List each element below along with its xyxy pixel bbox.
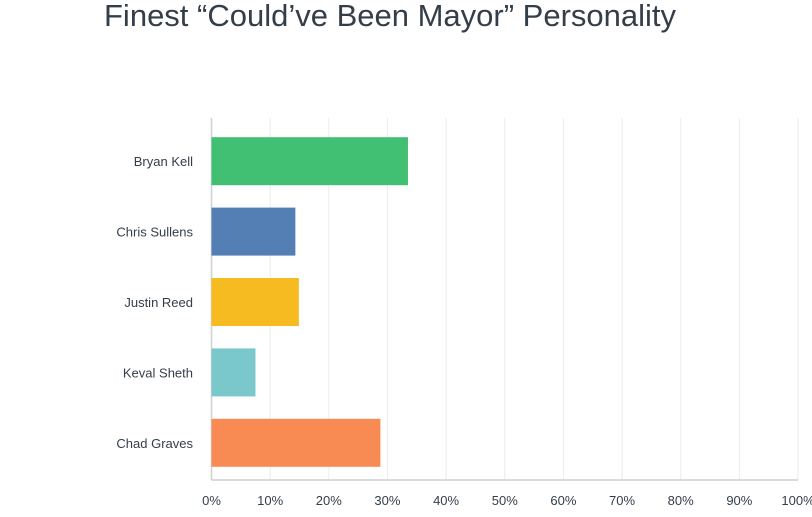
x-tick-label: 70%: [609, 493, 635, 508]
category-label: Chad Graves: [116, 436, 193, 451]
x-tick-label: 50%: [492, 493, 518, 508]
x-tick-label: 90%: [726, 493, 752, 508]
x-tick-label: 60%: [550, 493, 576, 508]
x-tick-label: 0%: [202, 493, 221, 508]
x-tick-label: 20%: [316, 493, 342, 508]
bar-justin-reed: [211, 278, 299, 326]
chart-title: Finest “Could’ve Been Mayor” Personality: [104, 0, 677, 33]
bar-chris-sullens: [211, 207, 296, 256]
category-label: Justin Reed: [124, 295, 193, 310]
bar-keval-sheth: [211, 348, 256, 397]
bar-chad-graves: [211, 418, 381, 467]
x-tick-label: 30%: [374, 493, 400, 508]
x-tick-label: 10%: [257, 493, 283, 508]
category-label: Keval Sheth: [123, 365, 193, 380]
category-label: Bryan Kell: [134, 154, 193, 169]
bar-bryan-kell: [211, 137, 408, 186]
x-tick-label: 80%: [668, 493, 694, 508]
x-tick-label: 40%: [433, 493, 459, 508]
x-tick-label: 100%: [781, 493, 812, 508]
category-label: Chris Sullens: [116, 225, 193, 240]
